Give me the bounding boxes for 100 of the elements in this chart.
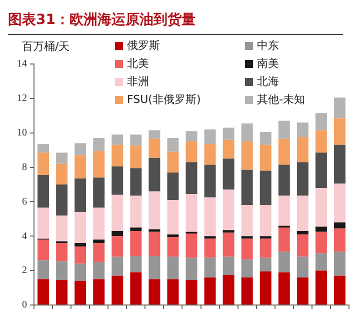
bar: [93, 138, 105, 151]
bar: [74, 280, 86, 304]
bar: [56, 152, 68, 164]
bar: [186, 141, 198, 162]
bar: [260, 132, 272, 145]
bar: [148, 191, 160, 230]
bar: [315, 253, 327, 271]
bar: [296, 162, 308, 196]
bar: [93, 208, 105, 240]
bar: [148, 279, 160, 304]
bar: [278, 272, 290, 304]
bar: [260, 205, 272, 236]
bar: [38, 208, 50, 239]
bar: [296, 234, 308, 257]
bar: [93, 243, 105, 262]
bar: [56, 215, 68, 242]
bar: [315, 232, 327, 254]
bar: [296, 230, 308, 234]
bar: [334, 184, 346, 222]
bar: [334, 222, 346, 228]
bar: [148, 232, 160, 256]
bar: [112, 144, 124, 166]
bar: [130, 146, 142, 168]
y-tick-label: 8: [22, 162, 27, 173]
bar: [93, 178, 105, 208]
bar: [296, 256, 308, 278]
y-tick-label: 10: [17, 127, 27, 138]
bar: [130, 196, 142, 228]
bar: [56, 261, 68, 280]
bar: [130, 272, 142, 304]
bar: [93, 279, 105, 304]
bar: [260, 271, 272, 304]
bar: [148, 130, 160, 139]
y-tick-label: 14: [17, 58, 27, 70]
bar: [222, 256, 234, 275]
bar: [334, 228, 346, 252]
bar: [260, 236, 272, 239]
y-tick-label: 2: [22, 265, 27, 276]
bar: [334, 98, 346, 118]
bar: [260, 258, 272, 272]
bar: [167, 138, 179, 152]
bar: [222, 128, 234, 140]
bar: [241, 236, 253, 239]
bar: [241, 141, 253, 170]
bar: [204, 236, 216, 239]
bar: [112, 134, 124, 145]
bar: [315, 270, 327, 304]
bar: [112, 194, 124, 231]
legend-label: 南美: [257, 56, 279, 70]
legend-label: 中东: [257, 38, 279, 52]
bar: [315, 113, 327, 130]
bar: [167, 237, 179, 257]
bar: [167, 200, 179, 234]
bar: [167, 234, 179, 238]
bar: [56, 243, 68, 262]
bar: [74, 155, 86, 178]
bar: [315, 226, 327, 232]
legend-label: 非洲: [127, 74, 149, 88]
bar: [56, 164, 68, 184]
bar: [241, 205, 253, 236]
legend-label: 北海: [257, 74, 279, 88]
bar: [204, 197, 216, 236]
bar: [38, 175, 50, 208]
legend-label: 俄罗斯: [127, 38, 160, 52]
bar: [241, 170, 253, 206]
bar: [130, 230, 142, 256]
bar: [130, 134, 142, 146]
bar: [186, 131, 198, 142]
legend-label: 北美: [127, 56, 149, 70]
bar: [204, 277, 216, 304]
bar: [38, 260, 50, 280]
bar: [278, 252, 290, 272]
bar: [315, 188, 327, 227]
bar: [278, 138, 290, 165]
bar: [260, 144, 272, 171]
y-tick-label: 4: [22, 230, 27, 242]
bar: [130, 168, 142, 196]
bar: [222, 232, 234, 257]
bar: [334, 276, 346, 304]
bar: [112, 276, 124, 304]
chart-title: 图表31：欧洲海运原油到货量: [8, 8, 343, 35]
bar: [167, 152, 179, 172]
bar: [334, 118, 346, 145]
bar: [222, 230, 234, 233]
bar: [278, 164, 290, 196]
bar: [38, 144, 50, 153]
bar: [186, 194, 198, 232]
bar: [112, 230, 124, 236]
bar: [38, 152, 50, 176]
bar: [186, 258, 198, 280]
bar: [204, 144, 216, 165]
bar: [241, 277, 253, 304]
bar: [74, 212, 86, 244]
bar: [334, 252, 346, 276]
bar: [296, 277, 308, 304]
bar: [74, 178, 86, 212]
bar: [38, 279, 50, 304]
bar: [186, 162, 198, 194]
bar: [167, 256, 179, 280]
bar: [296, 196, 308, 231]
